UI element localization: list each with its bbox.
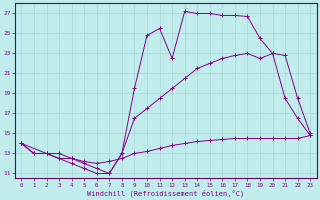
X-axis label: Windchill (Refroidissement éolien,°C): Windchill (Refroidissement éolien,°C) bbox=[87, 189, 244, 197]
